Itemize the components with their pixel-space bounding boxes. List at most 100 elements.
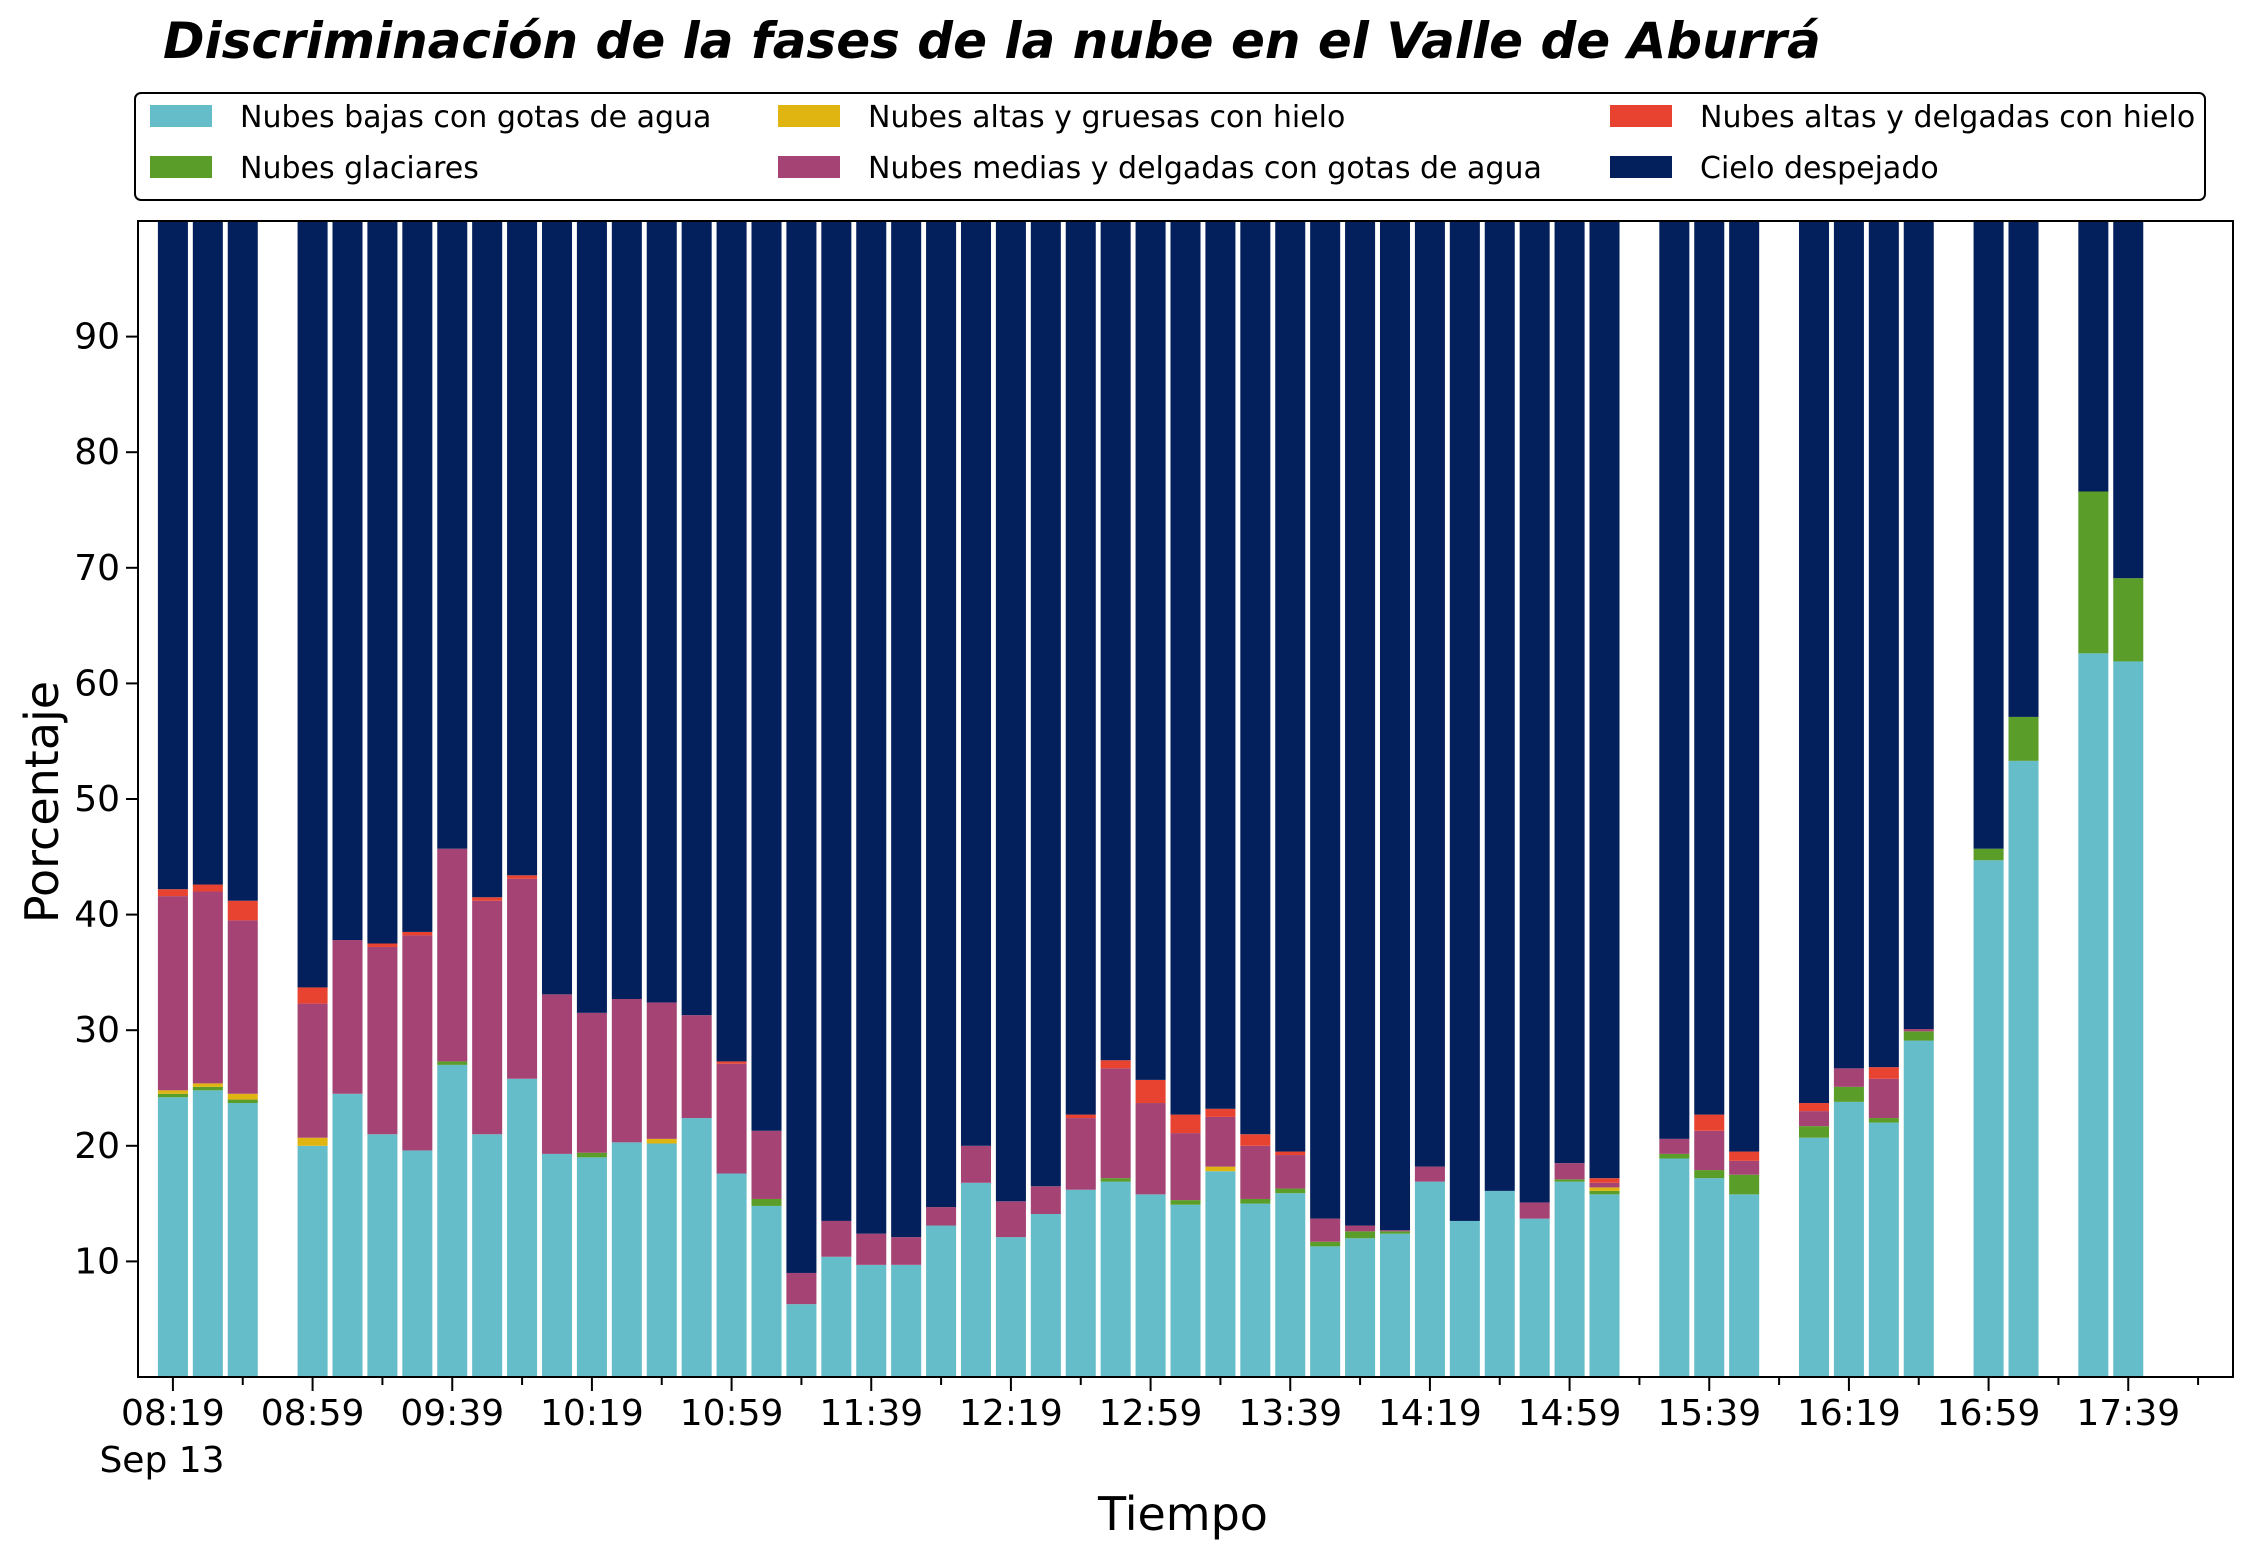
- legend-label: Nubes glaciares: [240, 151, 479, 186]
- bar-segment-s3-1309: [1170, 1133, 1201, 1201]
- bar-segment-s3-1049: [681, 1015, 712, 1119]
- legend-swatch: [1610, 105, 1672, 127]
- bar-segment-s3-0819: [157, 896, 188, 1091]
- x-tick-label: 09:39: [400, 1393, 504, 1434]
- y-tick-label: 60: [74, 663, 120, 704]
- bar-segment-s3-1349: [1310, 1218, 1341, 1242]
- bar-segment-s5-1739: [2113, 221, 2144, 579]
- bar-segment-s0-1509: [1589, 1194, 1620, 1377]
- x-date-label: Sep 13: [99, 1440, 224, 1481]
- bar-segment-s3-1549: [1729, 1160, 1760, 1175]
- bar-segment-s1-1359: [1345, 1231, 1376, 1239]
- bar-segment-s5-1009: [541, 221, 573, 995]
- bar-segment-s5-1149: [891, 221, 922, 1238]
- bar-segment-s0-1359: [1345, 1238, 1376, 1377]
- bar-segment-s4-1309: [1170, 1114, 1201, 1134]
- bar-segment-s3-1239: [1065, 1118, 1096, 1190]
- legend-label: Nubes medias y delgadas con gotas de agu…: [868, 151, 1542, 186]
- bar-segment-s3-1509: [1589, 1182, 1620, 1188]
- bar-segment-s3-1629: [1868, 1078, 1899, 1119]
- bar-segment-s1-1249: [1100, 1178, 1131, 1182]
- bar-segment-s4-0949: [472, 897, 503, 901]
- y-tick-label: 70: [74, 548, 120, 589]
- bar-segment-s3-1229: [1030, 1186, 1061, 1214]
- bar-segment-s3-0839: [227, 920, 258, 1094]
- bar-segment-s5-1319: [1205, 221, 1236, 1109]
- bar-segment-s3-1259: [1135, 1103, 1166, 1195]
- bar-segment-s1-1349: [1310, 1241, 1341, 1247]
- bar-segment-s0-1059: [716, 1173, 747, 1377]
- bar-segment-s5-1109: [751, 221, 782, 1131]
- bar-segment-s1-1659: [1973, 848, 2004, 861]
- bar-segment-s5-1509: [1589, 221, 1620, 1179]
- bar-segment-s5-1309: [1170, 221, 1201, 1115]
- bar-segment-s1-1019: [576, 1152, 607, 1158]
- bar-segment-s5-0829: [192, 221, 223, 885]
- bar-segment-s0-1019: [576, 1157, 607, 1377]
- bar-segment-s2-1039: [646, 1138, 677, 1144]
- bar-segment-s5-1249: [1100, 221, 1131, 1061]
- bar-segment-s5-1619: [1833, 221, 1864, 1069]
- y-tick-label: 10: [74, 1241, 120, 1282]
- bar-segment-s1-0839: [227, 1099, 258, 1104]
- bar-segment-s5-1659: [1973, 221, 2004, 849]
- bar-segment-s2-1509: [1589, 1187, 1620, 1191]
- bar-segment-s2-0819: [157, 1090, 188, 1094]
- bar-segment-s5-1349: [1310, 221, 1341, 1219]
- bar-segment-s5-1019: [576, 221, 607, 1013]
- bar-segment-s1-1309: [1170, 1200, 1201, 1205]
- bar-segment-s4-1549: [1729, 1151, 1760, 1161]
- bar-segment-s3-1539: [1694, 1130, 1725, 1171]
- bar-segment-s1-1639: [1903, 1031, 1934, 1041]
- bar-segment-s5-1529: [1659, 221, 1690, 1139]
- bar-segment-s0-0919: [367, 1134, 398, 1377]
- bar-segment-s1-1339: [1275, 1188, 1306, 1194]
- bar-segment-s0-1549: [1729, 1194, 1760, 1377]
- bar-segment-s5-1629: [1868, 221, 1899, 1068]
- bar-segment-s1-1329: [1240, 1198, 1271, 1204]
- bar-segment-s0-0839: [227, 1103, 258, 1377]
- bar-segment-s5-1459: [1554, 221, 1585, 1164]
- bar-segment-s0-1729: [2078, 653, 2109, 1377]
- bar-segment-s3-0939: [437, 848, 468, 1062]
- bar-segment-s3-0909: [332, 940, 363, 1094]
- legend-swatch: [1610, 156, 1672, 178]
- bar-segment-s0-1419: [1414, 1181, 1445, 1377]
- bar-segment-s0-1639: [1903, 1040, 1934, 1377]
- legend-label: Nubes altas y delgadas con hielo: [1700, 100, 2195, 135]
- legend-box: [134, 92, 2206, 201]
- bar-segment-s0-1029: [611, 1142, 642, 1377]
- bar-segment-s1-1549: [1729, 1174, 1760, 1195]
- bar-segment-s0-1249: [1100, 1181, 1131, 1377]
- bar-segment-s3-1449: [1519, 1202, 1550, 1219]
- bar-segment-s5-1329: [1240, 221, 1271, 1135]
- bar-segment-s5-1429: [1449, 221, 1480, 1221]
- bar-segment-s4-1319: [1205, 1108, 1236, 1117]
- bar-segment-s3-1419: [1414, 1166, 1445, 1182]
- bar-segment-s3-1359: [1345, 1225, 1376, 1232]
- bar-segment-s1-1529: [1659, 1153, 1690, 1159]
- x-tick-label: 08:59: [261, 1393, 365, 1434]
- bar-segment-s5-0919: [367, 221, 398, 944]
- bar-segment-s4-0929: [402, 931, 433, 936]
- bar-segment-s0-1119: [786, 1304, 817, 1377]
- x-axis: 08:19 08:59 09:39 10:19 10:59 11:39 12:19 12:59…: [121, 1377, 2200, 1434]
- bar-segment-s3-1009: [541, 994, 573, 1154]
- bar-segment-s3-1109: [751, 1130, 782, 1199]
- bar-segment-s0-0819: [157, 1097, 188, 1377]
- bar-segment-s3-1339: [1275, 1155, 1306, 1189]
- bar-segment-s3-1459: [1554, 1163, 1585, 1180]
- bar-segment-s1-1539: [1694, 1170, 1725, 1179]
- bar-segment-s0-1659: [1973, 860, 2004, 1377]
- bar-segment-s2-0859: [297, 1137, 328, 1146]
- legend-swatch: [150, 105, 212, 127]
- bar-segment-s5-0909: [332, 221, 363, 941]
- bar-segment-s1-1629: [1868, 1118, 1899, 1123]
- bar-segment-s4-1539: [1694, 1114, 1725, 1131]
- bar-segment-s0-1039: [646, 1143, 677, 1377]
- legend-label: Cielo despejado: [1700, 151, 1939, 186]
- bar-segment-s5-1119: [786, 221, 817, 1273]
- bar-segment-s5-1549: [1729, 221, 1760, 1152]
- bar-segment-s0-1009: [541, 1153, 573, 1377]
- bar-segment-s5-0819: [157, 221, 188, 890]
